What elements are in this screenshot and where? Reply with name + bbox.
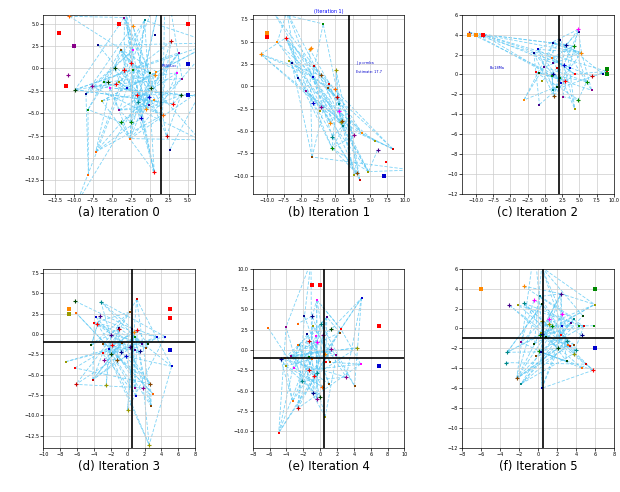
Text: RSSI/Loc: RSSI/Loc (162, 63, 177, 67)
X-axis label: (b) Iteration 1: (b) Iteration 1 (288, 206, 370, 218)
X-axis label: (f) Iteration 5: (f) Iteration 5 (498, 460, 577, 473)
Text: Jl p=rmba: Jl p=rmba (356, 61, 374, 65)
Title: (Iteration 1): (Iteration 1) (314, 9, 343, 14)
X-axis label: (a) Iteration 0: (a) Iteration 0 (78, 206, 160, 218)
X-axis label: (d) Iteration 3: (d) Iteration 3 (78, 460, 160, 473)
X-axis label: (e) Iteration 4: (e) Iteration 4 (288, 460, 370, 473)
X-axis label: (c) Iteration 2: (c) Iteration 2 (497, 206, 578, 218)
Text: B=18Ma: B=18Ma (490, 66, 505, 70)
Text: Estimate: 17.7: Estimate: 17.7 (356, 70, 382, 74)
